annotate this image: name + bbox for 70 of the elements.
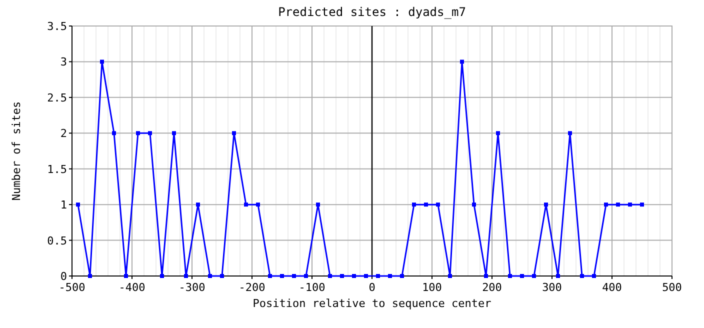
point bbox=[460, 60, 464, 64]
point bbox=[88, 274, 92, 278]
x-axis-title: Position relative to sequence center bbox=[252, 297, 492, 310]
point bbox=[496, 131, 500, 136]
point bbox=[124, 274, 128, 278]
x-tick-label: -100 bbox=[298, 281, 326, 294]
point bbox=[76, 202, 80, 207]
point bbox=[220, 274, 224, 278]
point bbox=[376, 274, 380, 278]
y-tick-label: 1 bbox=[60, 198, 67, 212]
point bbox=[136, 131, 140, 136]
point bbox=[472, 202, 476, 207]
point bbox=[292, 274, 296, 278]
point bbox=[424, 202, 428, 207]
point bbox=[160, 274, 164, 278]
x-tick-label: 500 bbox=[662, 281, 682, 294]
point bbox=[448, 274, 452, 278]
y-tick-label: 0.5 bbox=[47, 234, 67, 248]
x-tick-label: -300 bbox=[178, 281, 206, 294]
point bbox=[340, 274, 344, 278]
point bbox=[628, 202, 632, 207]
y-tick-label: 3 bbox=[60, 56, 67, 69]
point bbox=[148, 131, 152, 136]
x-tick-label: 200 bbox=[482, 281, 502, 294]
x-tick-label: 300 bbox=[542, 281, 562, 294]
point bbox=[364, 274, 368, 278]
point bbox=[268, 274, 272, 278]
point bbox=[544, 202, 548, 207]
point bbox=[208, 274, 212, 278]
point bbox=[640, 202, 644, 207]
point bbox=[112, 131, 116, 136]
y-tick-label: 3.5 bbox=[47, 20, 67, 33]
point bbox=[532, 274, 536, 278]
x-tick-label: -200 bbox=[238, 281, 266, 294]
point bbox=[412, 202, 416, 207]
point bbox=[196, 202, 200, 207]
y-tick-label: 2.5 bbox=[47, 91, 67, 104]
point bbox=[280, 274, 284, 278]
point bbox=[484, 274, 488, 278]
x-tick-label: 400 bbox=[602, 281, 622, 294]
x-tick-label: 0 bbox=[368, 281, 376, 294]
y-tick-label: 2 bbox=[60, 127, 67, 140]
point bbox=[616, 202, 620, 207]
point bbox=[184, 274, 188, 278]
point bbox=[244, 202, 248, 207]
point bbox=[604, 202, 608, 207]
x-tick-label: -500 bbox=[58, 281, 86, 294]
y-tick-label: 1.5 bbox=[47, 162, 67, 176]
point bbox=[316, 202, 320, 207]
x-tick-label: -400 bbox=[118, 281, 146, 294]
point bbox=[100, 60, 104, 64]
x-tick-label: 100 bbox=[422, 281, 442, 294]
point bbox=[592, 274, 596, 278]
y-tick-label: 0 bbox=[60, 270, 67, 283]
point bbox=[568, 131, 572, 136]
point bbox=[256, 202, 260, 207]
point bbox=[388, 274, 392, 278]
point bbox=[172, 131, 176, 136]
point bbox=[520, 274, 524, 278]
chart-title: Predicted sites : dyads_m7 bbox=[278, 5, 466, 19]
point bbox=[304, 274, 308, 278]
point bbox=[508, 274, 512, 278]
point bbox=[400, 274, 404, 278]
point bbox=[556, 274, 560, 278]
y-axis-title: Number of sites bbox=[10, 101, 23, 201]
point bbox=[580, 274, 584, 278]
point bbox=[352, 274, 356, 278]
point bbox=[436, 202, 440, 207]
point bbox=[232, 131, 236, 136]
point bbox=[328, 274, 332, 278]
